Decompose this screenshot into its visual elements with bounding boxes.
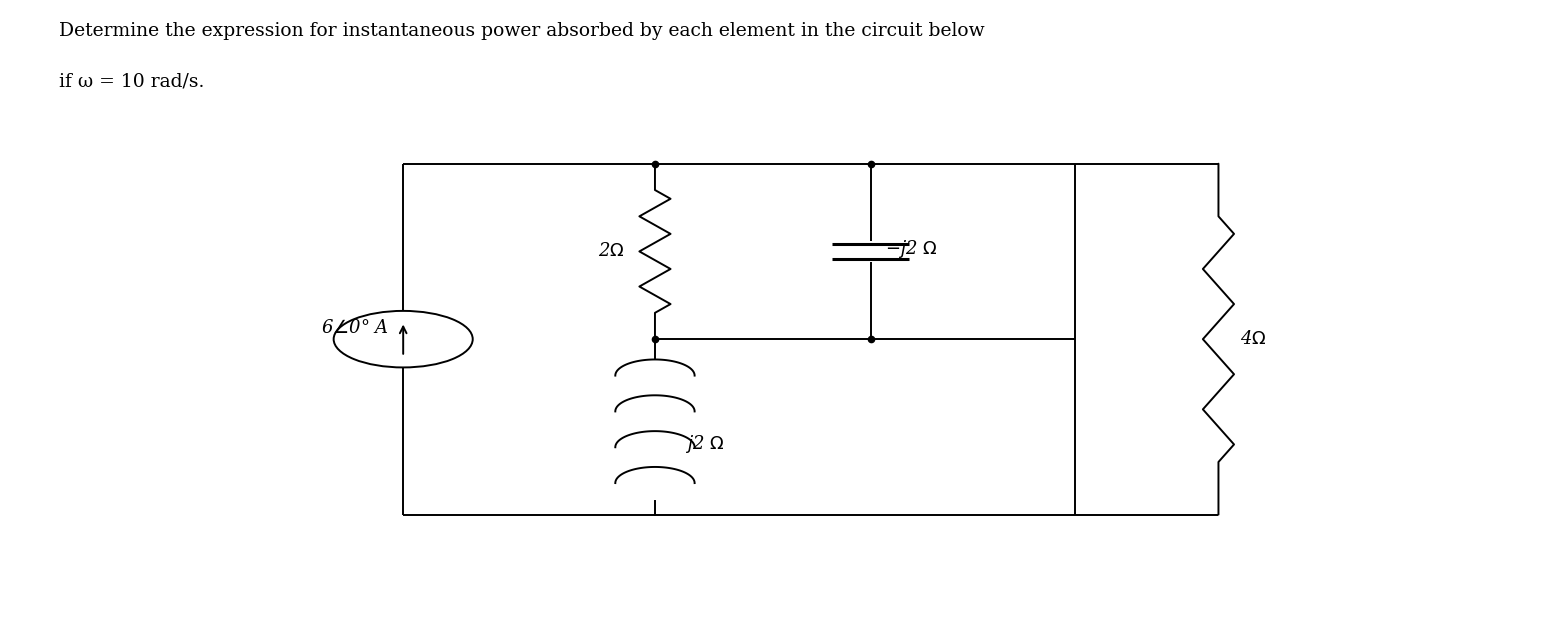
Text: 4$\Omega$: 4$\Omega$ (1241, 330, 1267, 348)
Text: Determine the expression for instantaneous power absorbed by each element in the: Determine the expression for instantaneo… (59, 22, 984, 40)
Text: if ω = 10 rad/s.: if ω = 10 rad/s. (59, 73, 204, 91)
Text: 6$\angle$0° A: 6$\angle$0° A (320, 319, 388, 337)
Text: $j$2 $\Omega$: $j$2 $\Omega$ (685, 433, 724, 455)
Text: 2$\Omega$: 2$\Omega$ (599, 242, 625, 260)
Text: $-j$2 $\Omega$: $-j$2 $\Omega$ (885, 238, 937, 260)
